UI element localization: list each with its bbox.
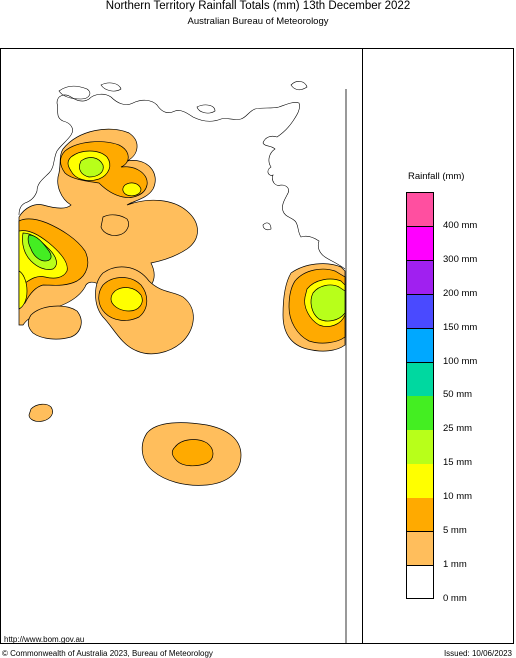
legend-label: 0 mm xyxy=(443,592,467,604)
panel-divider xyxy=(362,48,363,644)
legend-colorbar xyxy=(406,192,434,599)
legend-swatch xyxy=(407,193,433,228)
footer-url: http://www.bom.gov.au xyxy=(4,635,85,644)
coastal-islands xyxy=(58,81,308,231)
legend-label: 300 mm xyxy=(443,253,478,265)
map-frame xyxy=(0,48,514,644)
legend-swatch xyxy=(407,362,433,397)
legend-label: 25 mm xyxy=(443,423,473,435)
rainfall-map xyxy=(18,81,347,643)
legend-label: 1 mm xyxy=(443,558,467,570)
legend-swatch xyxy=(407,396,433,431)
legend-title: Rainfall (mm) xyxy=(408,171,465,182)
legend-label: 200 mm xyxy=(443,287,478,299)
footer-issued-date: Issued: 10/06/2023 xyxy=(443,649,512,658)
legend-label: 100 mm xyxy=(443,355,478,367)
map-title: Northern Territory Rainfall Totals (mm) … xyxy=(105,0,411,12)
legend-swatch xyxy=(407,226,433,262)
legend-swatch xyxy=(407,565,433,598)
legend-swatch xyxy=(407,532,433,567)
legend-swatch xyxy=(407,464,433,499)
legend-swatch xyxy=(407,294,433,330)
legend-label: 400 mm xyxy=(443,219,478,231)
legend-label: 15 mm xyxy=(443,457,473,469)
legend-label: 10 mm xyxy=(443,491,473,503)
legend-swatch xyxy=(407,498,433,533)
legend-label: 50 mm xyxy=(443,389,473,401)
footer-copyright: © Commonwealth of Australia 2023, Bureau… xyxy=(2,649,213,658)
coastline xyxy=(18,93,346,270)
legend-label: 150 mm xyxy=(443,321,478,333)
legend-swatch xyxy=(407,430,433,465)
legend-swatch xyxy=(407,260,433,296)
legend-label: 5 mm xyxy=(443,525,467,536)
map-subtitle: Australian Bureau of Meteorology xyxy=(187,16,329,27)
rain-zone-25mm xyxy=(27,234,52,262)
legend-swatch xyxy=(407,328,433,363)
